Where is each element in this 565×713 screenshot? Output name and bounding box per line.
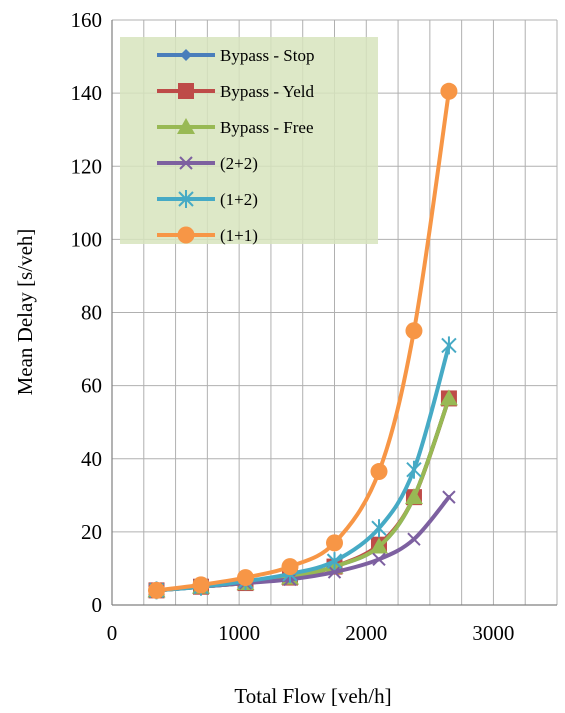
data-point xyxy=(281,558,299,576)
legend-swatch-marker xyxy=(179,156,193,170)
data-point xyxy=(440,82,458,100)
data-point xyxy=(407,532,421,546)
data-point xyxy=(370,537,388,554)
y-axis-title: Mean Delay [s/veh] xyxy=(13,229,37,396)
legend-background xyxy=(120,37,378,244)
legend-entry-label: Bypass - Yeld xyxy=(220,82,314,101)
legend-entry-label: Bypass - Stop xyxy=(220,46,314,65)
legend: Bypass - Stop Bypass - Yeld Bypass - Free (… xyxy=(120,37,378,245)
data-point xyxy=(371,519,387,538)
data-point xyxy=(326,534,343,552)
y-tick-label: 60 xyxy=(81,374,102,398)
y-tick-label: 80 xyxy=(81,301,102,325)
x-axis-title: Total Flow [veh/h] xyxy=(234,684,391,708)
data-point xyxy=(148,581,165,599)
data-point xyxy=(406,460,422,479)
legend-entry-label: (1+2) xyxy=(220,190,258,209)
series-line xyxy=(154,89,451,593)
x-tick-label: 1000 xyxy=(218,621,260,645)
data-point xyxy=(404,488,423,505)
legend-swatch-marker xyxy=(180,49,192,61)
plot-border xyxy=(111,19,558,606)
legend-swatch-marker xyxy=(177,118,195,134)
data-point xyxy=(237,569,254,587)
data-point xyxy=(405,322,423,340)
data-point xyxy=(370,463,388,481)
y-tick-label: 120 xyxy=(71,154,103,178)
x-tick-label: 0 xyxy=(107,621,118,645)
tick-labels: 0 20 40 60 80 100 120 140 160 0 1000 2000 3000 xyxy=(71,8,515,645)
data-point xyxy=(442,490,456,504)
y-tick-label: 40 xyxy=(81,447,102,471)
data-point xyxy=(441,336,457,355)
legend-swatch-marker xyxy=(178,83,194,99)
y-tick-label: 160 xyxy=(71,8,103,32)
legend-swatch-marker xyxy=(177,226,195,244)
legend-swatch-marker xyxy=(178,190,194,208)
data-point xyxy=(372,552,386,567)
data-point xyxy=(326,552,343,571)
series-5 xyxy=(148,82,458,599)
legend-entry-label: Bypass - Free xyxy=(220,118,313,137)
x-tick-label: 3000 xyxy=(472,621,514,645)
data-point xyxy=(327,565,342,579)
legend-entry-label: (1+1) xyxy=(220,226,258,245)
series-layer xyxy=(147,82,458,600)
legend-entry-label: (2+2) xyxy=(220,154,258,173)
data-point xyxy=(192,576,210,594)
x-tick-label: 2000 xyxy=(345,621,387,645)
data-point xyxy=(439,389,458,406)
y-tick-label: 20 xyxy=(81,520,102,544)
y-tick-label: 140 xyxy=(71,81,103,105)
y-tick-label: 100 xyxy=(71,227,103,251)
y-tick-label: 0 xyxy=(92,593,103,617)
